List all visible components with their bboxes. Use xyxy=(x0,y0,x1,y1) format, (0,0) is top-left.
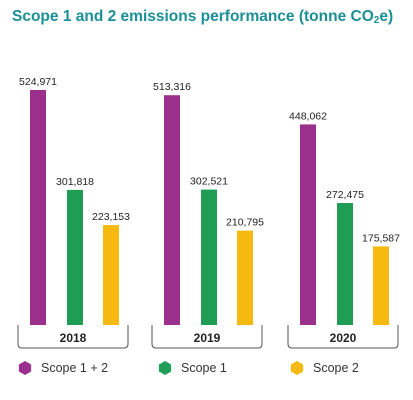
bar xyxy=(237,230,253,325)
bar xyxy=(373,246,389,325)
bar xyxy=(67,189,83,325)
legend-label: Scope 2 xyxy=(313,361,359,375)
data-label: 301,818 xyxy=(56,176,94,188)
data-label: 302,521 xyxy=(190,176,228,188)
bar xyxy=(201,189,217,325)
x-tick-label: 2020 xyxy=(330,331,357,345)
data-label: 175,587 xyxy=(362,232,400,244)
legend-swatch-scope-1-2 xyxy=(18,361,32,375)
data-label: 448,062 xyxy=(289,110,327,122)
legend-item-scope-1: Scope 1 xyxy=(158,358,227,378)
bar xyxy=(103,225,119,325)
legend-swatch-scope-2 xyxy=(290,361,304,375)
bar xyxy=(30,90,46,325)
chart-plot: 524,971 301,818 223,153 2018 513,316 302,521 2… xyxy=(17,76,400,349)
legend-item-scope-2: Scope 2 xyxy=(290,358,359,378)
bar xyxy=(164,95,180,325)
x-tick-label: 2018 xyxy=(60,331,87,345)
legend-label: Scope 1 xyxy=(181,361,227,375)
axis-bracket xyxy=(17,325,129,349)
data-label: 513,316 xyxy=(153,81,191,93)
data-label: 524,971 xyxy=(19,76,57,88)
legend-swatch-scope-1 xyxy=(158,361,172,375)
data-label: 210,795 xyxy=(226,217,264,229)
axis-bracket xyxy=(287,325,399,349)
data-label: 272,475 xyxy=(326,189,364,201)
legend-item-scope-1-2: Scope 1 + 2 xyxy=(18,358,108,378)
legend-label: Scope 1 + 2 xyxy=(41,361,109,375)
chart-title: Scope 1 and 2 emissions performance (ton… xyxy=(12,8,394,26)
bar xyxy=(337,203,353,325)
data-label: 223,153 xyxy=(92,211,130,223)
chart-legend: Scope 1 + 2 Scope 1 Scope 2 xyxy=(18,358,408,380)
bar xyxy=(300,124,316,326)
axis-bracket xyxy=(151,325,263,349)
x-tick-label: 2019 xyxy=(194,331,221,345)
